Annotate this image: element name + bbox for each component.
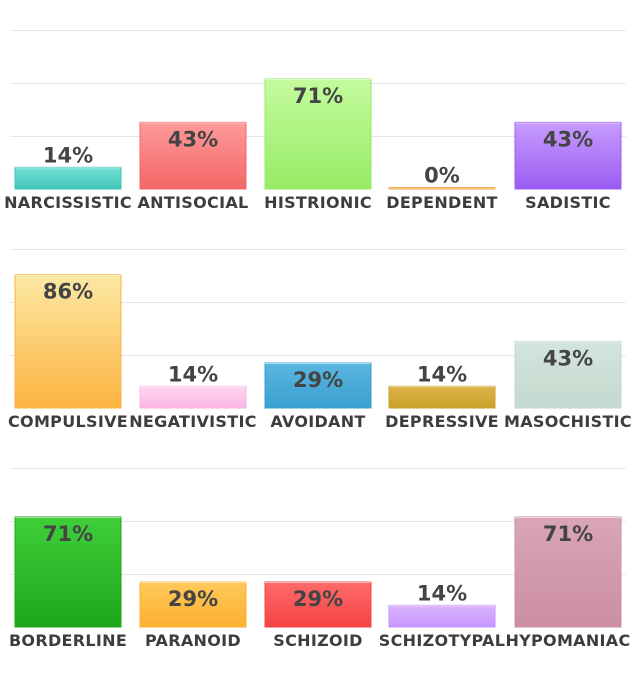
category-label-dependent: DEPENDENT [386,193,497,212]
bar-avoidant [264,362,372,409]
category-label-hypomaniac: HYPOMANIAC [505,631,630,650]
bar-hypomaniac [514,516,622,628]
category-label-borderline: BORDERLINE [9,631,127,650]
category-label-masochistic: MASOCHISTIC [504,412,632,431]
value-label-compulsive: 86% [43,280,93,304]
bar-masochistic [514,340,622,409]
chart-panel-2: 86% COMPULSIVE 14% NEGATIVISTIC 29% AVOIDANT 1… [8,249,632,431]
bar-compulsive [14,274,122,409]
category-label-schizoid: SCHIZOID [273,631,362,650]
category-label-paranoid: PARANOID [145,631,241,650]
category-label-antisocial: ANTISOCIAL [137,193,248,212]
chart-panel-3: 71% BORDERLINE 29% PARANOID 29% SCHIZOID 14% SC… [9,468,630,650]
bar-borderline [14,516,122,628]
category-label-schizotypal: SCHIZOTYPAL [379,631,505,650]
value-label-masochistic: 43% [543,346,593,370]
value-label-histrionic: 71% [293,84,343,108]
bar-schizoid [264,581,372,628]
value-label-schizotypal: 14% [417,581,467,605]
category-label-avoidant: AVOIDANT [270,412,365,431]
bar-depressive [388,385,496,409]
bar-sadistic [514,121,622,190]
value-label-antisocial: 43% [168,127,218,151]
bar-narcissistic [14,166,122,190]
value-label-dependent: 0% [424,164,460,188]
value-label-depressive: 14% [417,362,467,386]
category-label-narcissistic: NARCISSISTIC [4,193,132,212]
value-label-sadistic: 43% [543,127,593,151]
value-label-paranoid: 29% [168,587,218,611]
bar-antisocial [139,121,247,190]
value-label-borderline: 71% [43,522,93,546]
value-label-hypomaniac: 71% [543,522,593,546]
category-label-depressive: DEPRESSIVE [385,412,499,431]
bar-schizotypal [388,604,496,628]
value-label-negativistic: 14% [168,362,218,386]
category-label-histrionic: HISTRIONIC [264,193,372,212]
bar-negativistic [139,385,247,409]
category-label-negativistic: NEGATIVISTIC [129,412,257,431]
bar-dependent [388,187,496,190]
value-label-avoidant: 29% [293,368,343,392]
bar-histrionic [264,78,372,190]
value-label-narcissistic: 14% [43,143,93,167]
bar-paranoid [139,581,247,628]
chart-panel-1: 14% NARCISSISTIC 43% ANTISOCIAL 71% HISTRIONI… [4,30,626,212]
category-label-sadistic: SADISTIC [525,193,611,212]
category-label-compulsive: COMPULSIVE [8,412,128,431]
value-label-schizoid: 29% [293,587,343,611]
